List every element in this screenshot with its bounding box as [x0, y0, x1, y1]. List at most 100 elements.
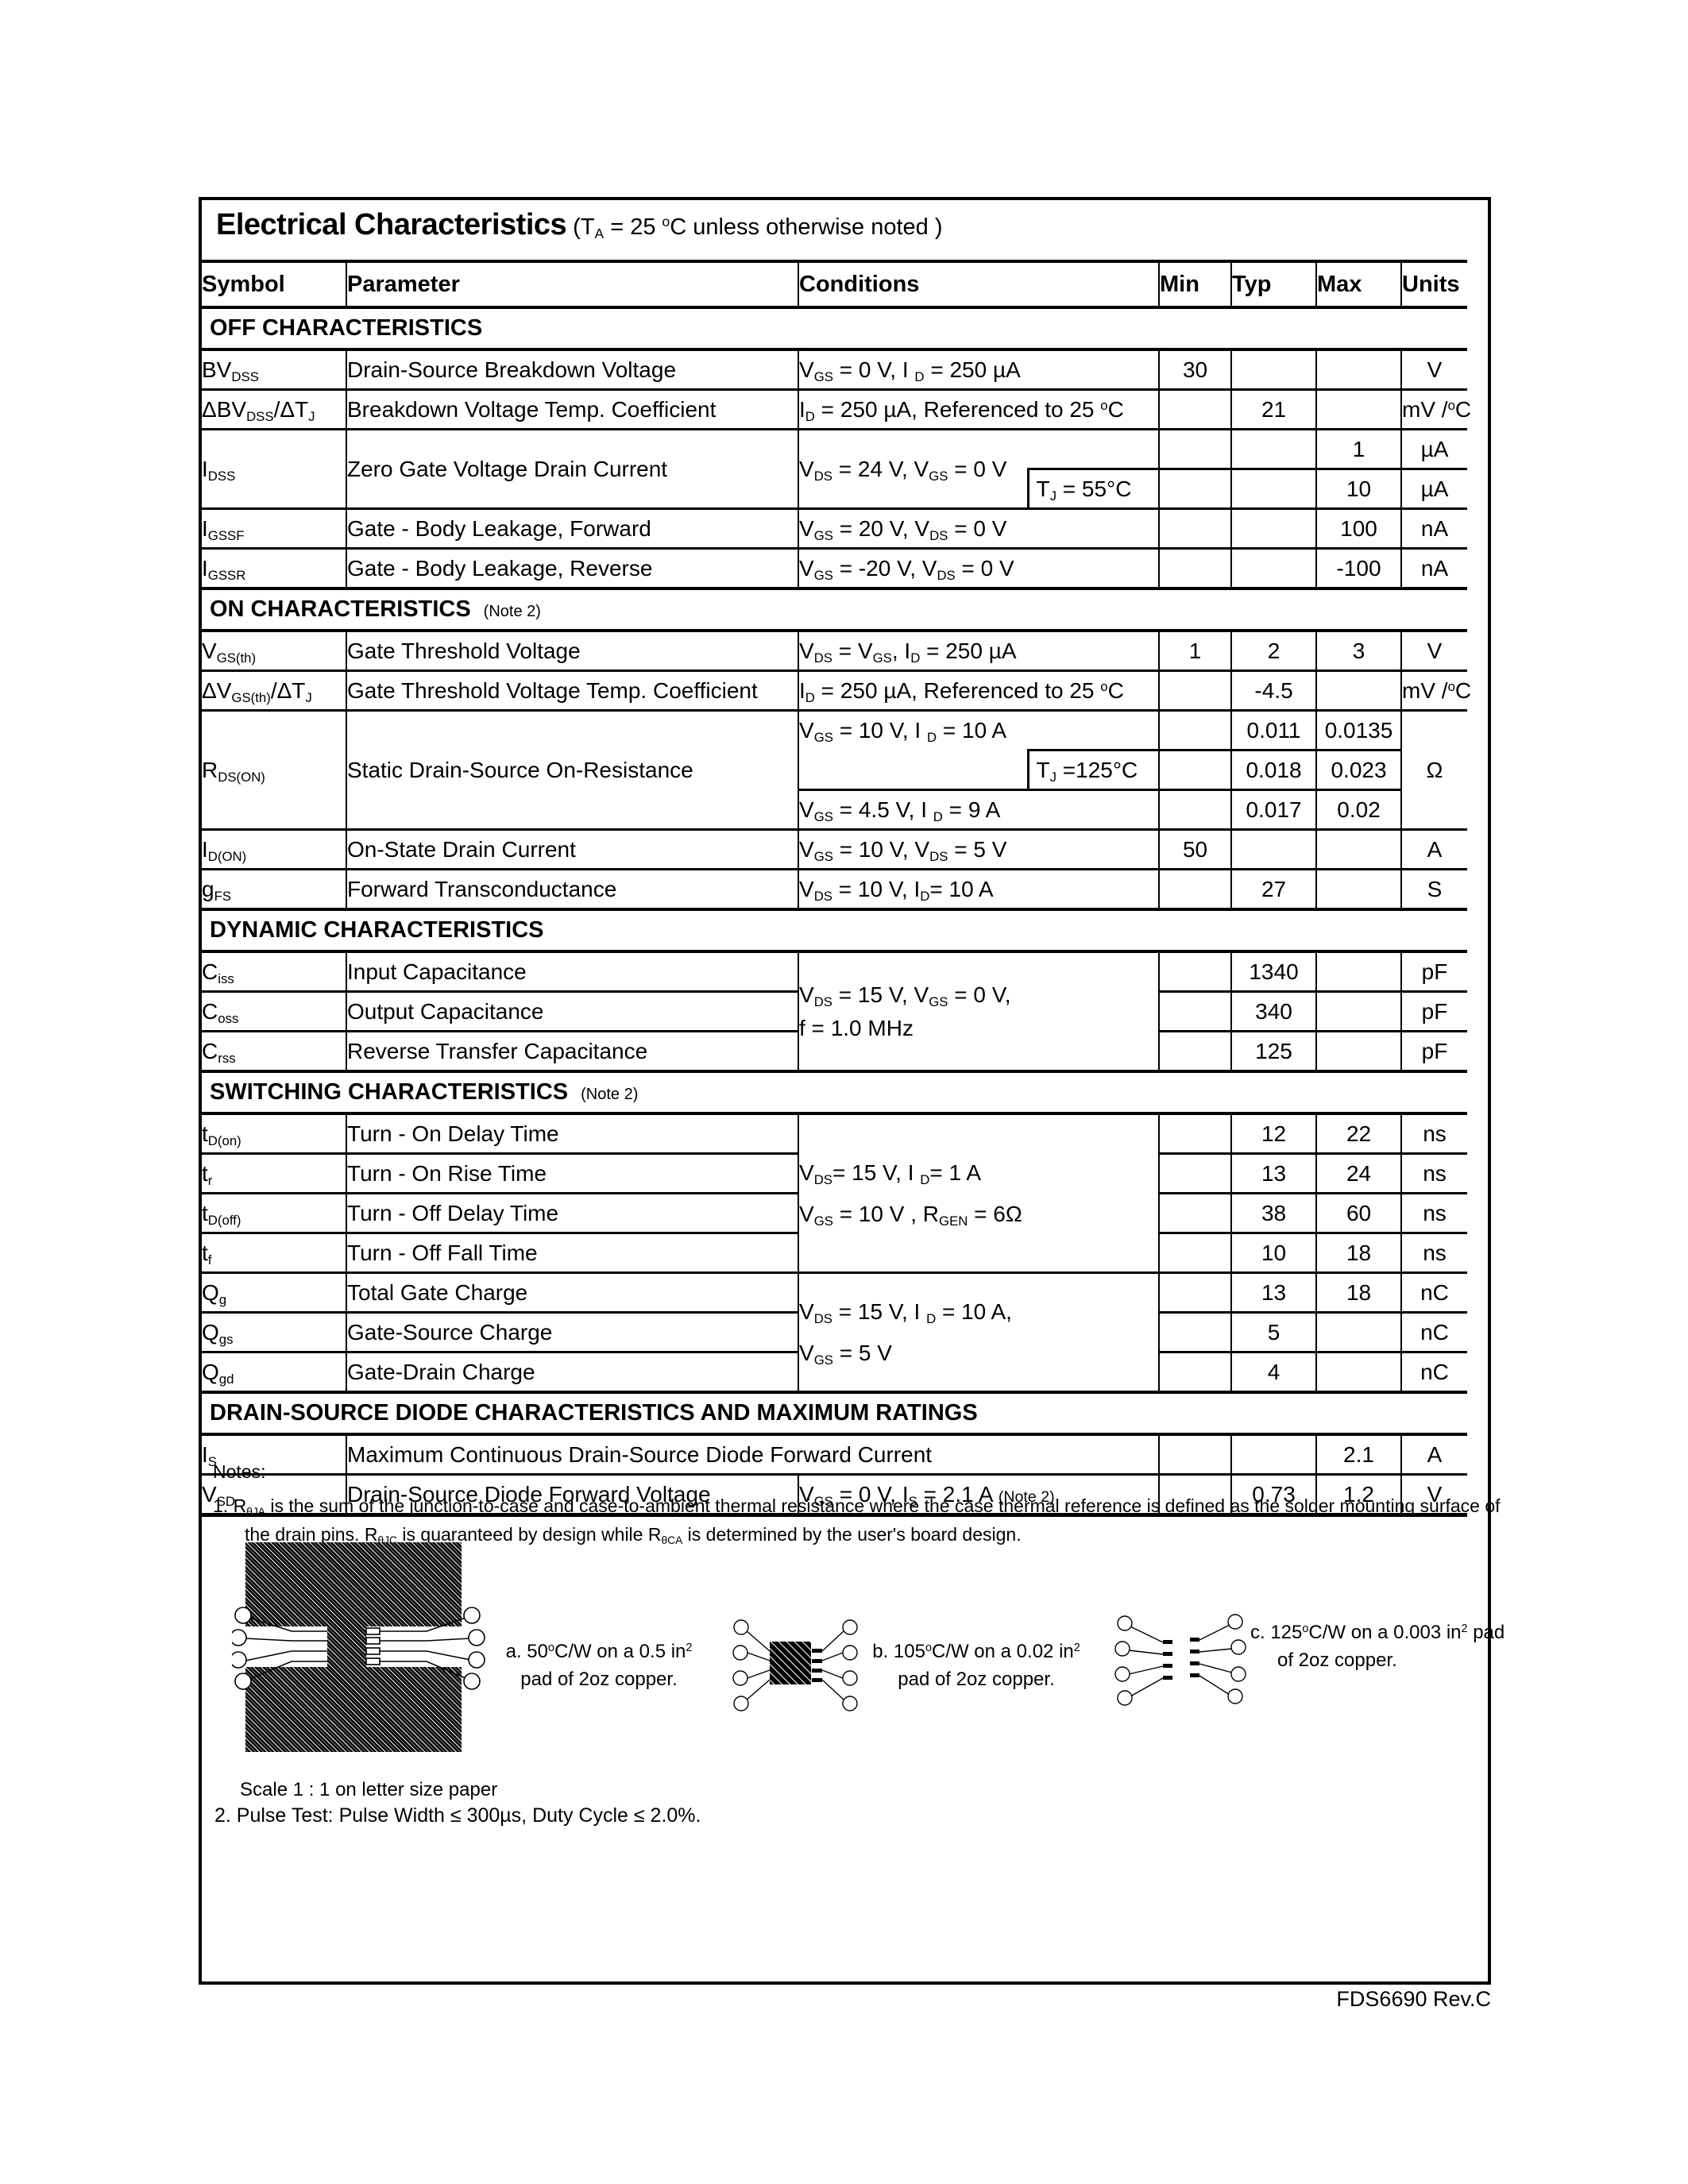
typ-cell — [1230, 348, 1317, 390]
max-cell — [1315, 348, 1402, 390]
row-is: IS Maximum Continuous Drain-Source Diode… — [202, 1433, 1468, 1475]
document-footer-revision: FDS6690 Rev.C — [1336, 1987, 1491, 2011]
max-cell: -100 — [1315, 547, 1402, 588]
figure-c-caption-line1: c. 125oC/W on a 0.003 in2 pad — [1250, 1622, 1505, 1643]
symbol-cell: IS — [202, 1433, 346, 1475]
min-cell: 1 — [1158, 629, 1232, 671]
symbol-cell: Qgs — [202, 1311, 346, 1352]
max-cell — [1315, 1030, 1402, 1071]
figure-b-caption-line1: b. 105oC/W on a 0.02 in2 — [872, 1641, 1080, 1662]
min-cell — [1158, 1152, 1232, 1194]
table-header-row: Symbol Parameter Conditions Min Typ Max … — [202, 260, 1468, 307]
typ-cell: 0.017 — [1230, 789, 1317, 830]
conditions-line2: VGS = 5 V — [799, 1340, 892, 1368]
row-rdson-line2: TJ =125°C 0.018 0.023 — [202, 749, 1467, 790]
max-cell: 1.2 — [1315, 1473, 1402, 1517]
typ-cell — [1230, 428, 1317, 469]
symbol-cell: tD(off) — [202, 1192, 346, 1233]
section-note: (Note 2) — [483, 603, 541, 621]
pad-drawing-b-0point02-in2 — [732, 1619, 858, 1711]
column-header-conditions: Conditions — [797, 260, 1160, 307]
symbol-cell: ID(ON) — [202, 828, 346, 870]
typ-cell — [1230, 507, 1317, 549]
typ-cell — [1230, 1433, 1317, 1475]
min-cell — [1158, 1351, 1232, 1392]
min-cell — [1158, 1192, 1232, 1233]
symbol-cell: BVDSS — [202, 348, 346, 390]
row-tr: tr Turn - On Rise Time 13 24 ns — [202, 1152, 1468, 1194]
max-cell — [1315, 669, 1402, 711]
section-label: DRAIN-SOURCE DIODE CHARACTERISTICS AND M… — [210, 1400, 978, 1426]
typ-cell: 0.018 — [1230, 749, 1317, 790]
min-cell — [1158, 507, 1232, 549]
max-cell: 24 — [1315, 1152, 1402, 1194]
notes-title: Notes: — [213, 1461, 266, 1482]
min-cell — [1158, 1112, 1232, 1154]
units-cell: V — [1400, 348, 1468, 390]
parameter-cell: Turn - On Rise Time — [346, 1152, 798, 1194]
row-delta-bvdss: ΔBVDSS/ΔTJ Breakdown Voltage Temp. Coeff… — [202, 388, 1471, 430]
symbol-cell: tr — [202, 1152, 346, 1194]
row-ciss: Ciss Input Capacitance VDS = 15 V, VGS =… — [202, 950, 1468, 1071]
pad-drawing-a-0point5-in2 — [232, 1542, 485, 1752]
conditions-line2: f = 1.0 MHz — [799, 1015, 914, 1040]
symbol-cell: Qgd — [202, 1351, 346, 1392]
parameter-cell: Drain-Source Breakdown Voltage — [346, 348, 798, 390]
typ-cell: 10 — [1230, 1232, 1317, 1273]
min-cell — [1158, 547, 1232, 588]
max-cell — [1315, 388, 1402, 430]
row-idss-line1: IDSS Zero Gate Voltage Drain Current VDS… — [202, 428, 1468, 509]
row-igssr: IGSSR Gate - Body Leakage, Reverse VGS =… — [202, 547, 1468, 588]
min-cell — [1158, 789, 1232, 830]
units-cell: pF — [1400, 990, 1468, 1032]
figure-a-caption: a. 50oC/W on a 0.5 in2 pad of 2oz copper… — [488, 1639, 710, 1692]
row-tdon: tD(on) Turn - On Delay Time VDS= 15 V, I… — [202, 1112, 1468, 1273]
conditions-line1: VDS= 15 V, I D= 1 A — [799, 1160, 982, 1188]
figure-b-caption: b. 105oC/W on a 0.02 in2 pad of 2oz copp… — [865, 1639, 1087, 1692]
conditions-cell: VDS = 24 V, VGS = 0 V — [798, 428, 1028, 509]
min-cell — [1158, 1030, 1232, 1071]
units-cell: Ω — [1400, 709, 1468, 830]
symbol-cell: gFS — [202, 868, 346, 909]
min-cell — [1158, 1271, 1232, 1313]
units-cell: V — [1400, 1473, 1468, 1517]
units-cell: mV /oC — [1400, 669, 1471, 711]
row-qgd: Qgd Gate-Drain Charge 4 nC — [202, 1351, 1468, 1392]
min-cell — [1158, 1433, 1232, 1475]
symbol-cell: VGS(th) — [202, 629, 346, 671]
min-cell — [1158, 709, 1232, 751]
row-crss: Crss Reverse Transfer Capacitance 125 pF — [202, 1030, 1468, 1071]
column-header-max: Max — [1315, 260, 1402, 307]
conditions-cell: VDS= 15 V, I D= 1 A VGS = 10 V , RGEN = … — [797, 1112, 1160, 1273]
row-idss-line2: TJ = 55°C 10 µA — [202, 468, 1468, 509]
conditions-cell: VDS = VGS, ID = 250 µA — [797, 629, 1160, 671]
typ-cell: 13 — [1230, 1271, 1317, 1313]
conditions-cell: VGS = 10 V, VDS = 5 V — [797, 828, 1160, 870]
max-cell: 22 — [1315, 1112, 1402, 1154]
units-cell: mV /oC — [1400, 388, 1471, 430]
section-label: DYNAMIC CHARACTERISTICS — [210, 917, 544, 943]
min-cell — [1158, 749, 1232, 790]
parameter-cell: Static Drain-Source On-Resistance — [346, 709, 798, 830]
max-cell: 0.02 — [1315, 789, 1402, 830]
conditions-cell: ID = 250 µA, Referenced to 25 oC — [797, 669, 1160, 711]
row-tf: tf Turn - Off Fall Time 10 18 ns — [202, 1232, 1468, 1273]
symbol-cell: IGSSR — [202, 547, 346, 588]
parameter-cell: Drain-Source Diode Forward Voltage — [346, 1473, 798, 1517]
typ-cell — [1230, 468, 1317, 509]
row-bvdss: BVDSS Drain-Source Breakdown Voltage VGS… — [202, 348, 1468, 390]
parameter-cell: Turn - On Delay Time — [346, 1112, 798, 1154]
section-label: SWITCHING CHARACTERISTICS — [210, 1079, 569, 1106]
symbol-cell: ΔBVDSS/ΔTJ — [202, 388, 346, 430]
section-label: ON CHARACTERISTICS — [210, 596, 471, 623]
row-igssf: IGSSF Gate - Body Leakage, Forward VGS =… — [202, 507, 1468, 549]
max-cell: 0.0135 — [1315, 709, 1402, 751]
typ-cell: 27 — [1230, 868, 1317, 909]
section-switching-characteristics: SWITCHING CHARACTERISTICS (Note 2) — [202, 1070, 1468, 1115]
typ-cell: 1340 — [1230, 950, 1317, 992]
figure-b-caption-line2: pad of 2oz copper. — [898, 1669, 1055, 1690]
parameter-cell: Output Capacitance — [346, 990, 798, 1032]
electrical-characteristics-table: Symbol Parameter Conditions Min Typ Max … — [202, 260, 1471, 1517]
section-off-characteristics: OFF CHARACTERISTICS — [202, 306, 1468, 351]
max-cell: 2.1 — [1315, 1433, 1402, 1475]
